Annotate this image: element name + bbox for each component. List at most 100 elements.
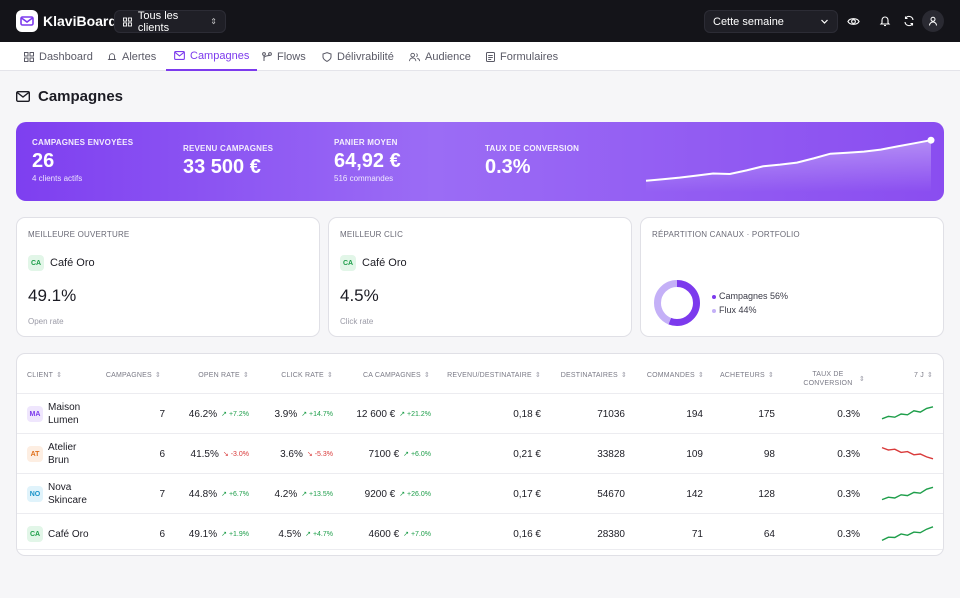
cell-recipients: 28380 — [597, 528, 625, 540]
trend-sparkline — [881, 486, 934, 501]
sort-icon: ⇕ — [697, 372, 704, 379]
revenue-trend-chart — [645, 136, 935, 192]
bell-icon — [107, 52, 117, 60]
col-header-7d[interactable]: 7 J ⇕ — [887, 371, 933, 380]
kpi-sub: 516 commandes — [334, 174, 394, 183]
nav-audience[interactable]: Audience — [409, 42, 471, 71]
bell-icon[interactable] — [877, 13, 893, 29]
period-selector[interactable]: Cette semaine — [704, 10, 838, 33]
nav-label: Campagnes — [190, 49, 250, 62]
col-header-click-rate[interactable]: CLICK RATE ⇕ — [257, 371, 333, 380]
col-header-open-rate[interactable]: OPEN RATE ⇕ — [177, 371, 249, 380]
mail-icon — [174, 51, 185, 60]
col-header-campaigns[interactable]: CAMPAGNES ⇕ — [101, 371, 161, 380]
client-badge: CA — [27, 526, 43, 542]
trend-sparkline — [881, 526, 934, 542]
table-row[interactable]: CA Café Oro 6 49.1% ↗ +1.9% 4.5% ↗ +4.7%… — [17, 514, 943, 550]
ca-delta: ↗ +6.0% — [403, 451, 431, 458]
ca-value: 7100 € — [368, 448, 400, 460]
campaigns-table: CLIENT ⇕ CAMPAGNES ⇕ OPEN RATE ⇕ CLICK RATE… — [16, 353, 944, 556]
channel-donut-chart — [654, 280, 700, 326]
top-bar: KlaviBoard Tous les clients ⇕ Cette sema… — [0, 0, 960, 42]
app-name: KlaviBoard — [43, 13, 117, 29]
kpi-value: 33 500 € — [183, 156, 261, 178]
col-header-orders[interactable]: COMMANDES ⇕ — [632, 371, 704, 380]
table-row[interactable]: NO Nova Skincare 7 44.8% ↗ +6.7% 4.2% ↗ … — [17, 474, 943, 514]
user-avatar[interactable] — [922, 10, 944, 32]
nav-label: Dashboard — [39, 50, 93, 63]
open-rate-value: 49.1% — [188, 528, 218, 540]
cell-rpr: 0,21 € — [513, 448, 541, 460]
cell-orders: 194 — [686, 408, 703, 420]
cell-open-rate: 41.5% ↘ -3.0% — [167, 434, 249, 474]
eye-icon[interactable] — [845, 13, 861, 29]
header-divider — [17, 393, 943, 394]
sparkline-path — [881, 446, 934, 460]
header-label: CAMPAGNES — [105, 371, 152, 379]
period-selector-label: Cette semaine — [713, 15, 784, 28]
cell-buyers: 64 — [763, 528, 775, 540]
client-name: Maison Lumen — [48, 402, 81, 426]
cell-campaigns: 6 — [159, 528, 165, 540]
col-header-client[interactable]: CLIENT ⇕ — [27, 371, 62, 380]
table-row[interactable]: AT Atelier Brun 6 41.5% ↘ -3.0% 3.6% ↘ -… — [17, 434, 943, 474]
nav-flows[interactable]: Flows — [262, 42, 306, 71]
sparkline-path — [881, 486, 934, 501]
donut-slice-flux — [654, 280, 700, 326]
nav-campagnes[interactable]: Campagnes — [166, 42, 258, 71]
cell-recipients: 33828 — [597, 448, 625, 460]
nav-formulaires[interactable]: Formulaires — [486, 42, 558, 71]
col-header-buyers[interactable]: ACHETEURS ⇕ — [712, 371, 774, 380]
cell-buyers: 175 — [758, 408, 775, 420]
cell-client: NO Nova Skincare — [27, 474, 93, 514]
cell-conversion: 0.3% — [837, 528, 860, 540]
header-label: 7 J — [913, 371, 924, 379]
col-header-conversion[interactable]: TAUX DE CONVERSION ⇕ — [787, 370, 865, 388]
header-label: DESTINATAIRES — [560, 371, 618, 379]
kpi-campaigns-sent: CAMPAGNES ENVOYÉES 26 4 clients actifs — [32, 138, 133, 183]
cell-ca: 4600 € ↗ +7.0% — [335, 514, 431, 554]
nav-delivrabilite[interactable]: Délivrabilité — [322, 42, 394, 71]
page-title: Campagnes — [16, 88, 123, 105]
shield-icon — [322, 51, 332, 62]
cell-recipients: 54670 — [597, 488, 625, 500]
client-selector[interactable]: Tous les clients ⇕ — [114, 9, 226, 34]
table-row[interactable]: MA Maison Lumen 7 46.2% ↗ +7.2% 3.9% ↗ +… — [17, 394, 943, 434]
cell-click-rate: 3.9% ↗ +14.7% — [251, 394, 333, 434]
client-name: Atelier Brun — [48, 442, 77, 466]
refresh-icon[interactable] — [901, 13, 917, 29]
cell-click-rate: 4.5% ↗ +4.7% — [251, 514, 333, 554]
open-rate-delta: ↗ +1.9% — [221, 531, 249, 538]
trend-line — [645, 139, 932, 182]
cell-buyers: 128 — [758, 488, 775, 500]
legend-label: Flux 44% — [719, 305, 757, 315]
cell-ca: 9200 € ↗ +26.0% — [335, 474, 431, 514]
nav-label: Audience — [425, 50, 471, 63]
nav-alertes[interactable]: Alertes — [107, 42, 156, 71]
client-badge: CA — [28, 255, 44, 271]
open-rate-delta: ↘ -3.0% — [222, 451, 249, 458]
col-header-rpr[interactable]: REVENU/DESTINATAIRE ⇕ — [437, 371, 541, 380]
cell-orders: 71 — [691, 528, 703, 540]
cell-campaigns: 7 — [159, 488, 165, 500]
click-rate-value: 3.9% — [274, 408, 298, 420]
sort-icon: ⇕ — [858, 375, 865, 383]
client-selector-label: Tous les clients — [137, 9, 179, 34]
main-nav: Dashboard Alertes Campagnes Flows Délivr… — [0, 42, 960, 71]
cell-click-rate: 4.2% ↗ +13.5% — [251, 474, 333, 514]
header-label: CLICK RATE — [281, 371, 324, 379]
sparkline-path — [881, 526, 934, 542]
col-header-recipients[interactable]: DESTINATAIRES ⇕ — [547, 371, 627, 380]
client-name: Café Oro — [48, 528, 89, 540]
user-icon — [929, 16, 937, 26]
nav-dashboard[interactable]: Dashboard — [24, 42, 93, 71]
header-label: ACHETEURS — [719, 371, 765, 379]
cell-click-rate: 3.6% ↘ -5.3% — [251, 434, 333, 474]
cell-campaigns: 6 — [159, 448, 165, 460]
col-header-ca[interactable]: CA CAMPAGNES ⇕ — [342, 371, 430, 380]
mail-icon — [16, 91, 30, 102]
ca-delta: ↗ +26.0% — [399, 491, 431, 498]
client-badge: CA — [340, 255, 356, 271]
click-rate-value: 4.5% — [278, 528, 302, 540]
kpi-label: TAUX DE CONVERSION — [485, 144, 580, 153]
